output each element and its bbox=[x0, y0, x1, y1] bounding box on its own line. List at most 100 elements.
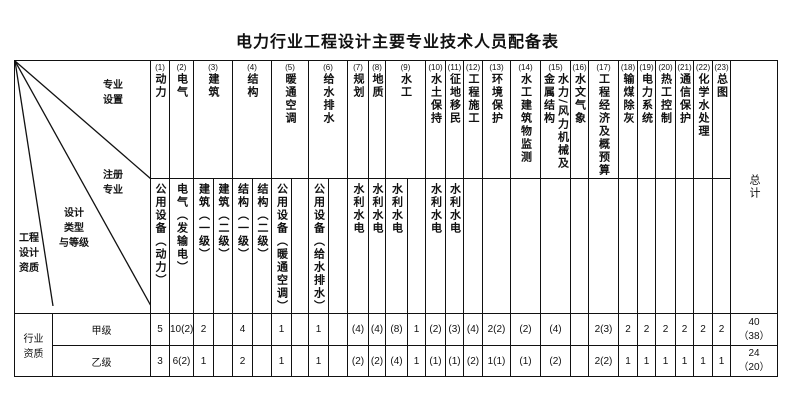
value-cell bbox=[252, 345, 272, 377]
value-cell bbox=[291, 313, 309, 346]
registered-major-cell: 建筑（一级） bbox=[193, 178, 214, 314]
specialty-header: (14) 水工建筑物监测 bbox=[510, 60, 541, 179]
specialty-header: (9) 水工 bbox=[385, 60, 426, 179]
registered-major-wrap bbox=[484, 180, 510, 184]
specialty-name: 通信保护 bbox=[678, 73, 692, 125]
specialty-name: 热工控制 bbox=[659, 73, 673, 125]
registered-major-label-line: 注册 bbox=[103, 170, 123, 181]
value-cell: 2 bbox=[637, 313, 656, 346]
specialty-name-wrap: 水工 bbox=[387, 73, 425, 99]
registered-major-wrap: 结构（一级） bbox=[234, 180, 252, 261]
specialty-name-wrap: 地质 bbox=[370, 73, 385, 99]
value-cell bbox=[328, 345, 348, 377]
value-cell: 2 bbox=[675, 313, 694, 346]
specialty-label: 专业 设置 bbox=[103, 78, 123, 108]
specialty-header: (4) 结构 bbox=[232, 60, 272, 179]
specialty-number: (15) bbox=[548, 63, 563, 72]
registered-major-cell bbox=[712, 178, 731, 314]
specialty-name-wrap: 通信保护 bbox=[677, 73, 693, 125]
specialty-header: (11) 征地移民 bbox=[445, 60, 464, 179]
table-row: 行业 资质 甲级 5 10(2) 2 4 1 1 (4) (4) (8) 1 (2) (3) (4) 2(2)(… bbox=[14, 313, 778, 377]
specialty-header: (20) 热工控制 bbox=[655, 60, 676, 179]
specialty-number: (21) bbox=[677, 63, 692, 72]
diagonal-lines bbox=[15, 61, 150, 306]
value-cell: (4) bbox=[385, 345, 408, 377]
specialty-number: (17) bbox=[596, 63, 611, 72]
registered-major-cell: 结构（二级） bbox=[252, 178, 272, 314]
value-cell: 1 bbox=[407, 345, 426, 377]
value-cell: (2) bbox=[368, 345, 386, 377]
specialty-header: (22) 化学水处理 bbox=[693, 60, 713, 179]
specialty-name-extra: 金属结构 bbox=[542, 73, 556, 125]
registered-major: 建筑（二级） bbox=[217, 183, 230, 261]
specialty-name: 征地移民 bbox=[448, 73, 462, 125]
registered-major-wrap: 结构（二级） bbox=[254, 180, 271, 261]
specialty-number: (7) bbox=[353, 63, 363, 72]
registered-major-cell: 水利水电 bbox=[445, 178, 464, 314]
value-cell: 2 bbox=[232, 345, 253, 377]
specialty-name: 建筑 bbox=[207, 73, 220, 99]
specialty-number: (11) bbox=[447, 63, 462, 72]
staffing-table: 专业 设置 注册 专业 设计 类型 与等级 工程 设计 资质 (1) 动力 (2) 电气 (3) 建筑 (4) 结… bbox=[14, 60, 778, 377]
qualification-label-line: 资质 bbox=[19, 263, 39, 274]
registered-major-cell: 水利水电 bbox=[425, 178, 446, 314]
registered-major: 水利水电 bbox=[371, 183, 384, 235]
total-sub-value: （38） bbox=[738, 330, 770, 342]
specialty-name: 结构 bbox=[246, 73, 259, 99]
registered-major-label-line: 专业 bbox=[103, 185, 123, 196]
registered-major-cell bbox=[618, 178, 638, 314]
row-group-line: 行业 bbox=[23, 334, 44, 345]
registered-major-cell bbox=[328, 178, 348, 314]
registered-major: 公用设备（动力） bbox=[154, 183, 167, 287]
total-header: 总计 bbox=[730, 60, 778, 314]
registered-major-cell: 水利水电 bbox=[347, 178, 369, 314]
specialty-name-wrap: 金属结构 水力/风力机械及 bbox=[542, 73, 570, 170]
registered-major-cell: 电气（发输电） bbox=[169, 178, 194, 314]
specialty-number: (8) bbox=[372, 63, 382, 72]
registered-major-cell: 公用设备（暖通空调） bbox=[271, 178, 292, 314]
design-type-label-line: 与等级 bbox=[59, 238, 89, 249]
specialty-number: (16) bbox=[572, 63, 587, 72]
registered-major-cell bbox=[291, 178, 309, 314]
specialty-name-wrap: 环境保护 bbox=[484, 73, 510, 125]
specialty-name-wrap: 动力 bbox=[152, 73, 169, 99]
registered-major-cell bbox=[655, 178, 676, 314]
registered-major-wrap bbox=[542, 180, 570, 184]
total-label: 总计 bbox=[748, 174, 761, 200]
specialty-header: (5) 暖通空调 bbox=[271, 60, 309, 179]
registered-major-cell bbox=[510, 178, 541, 314]
specialty-name-wrap: 电气 bbox=[171, 73, 193, 99]
registered-major-wrap: 建筑（一级） bbox=[195, 180, 213, 261]
specialty-number: (1) bbox=[155, 63, 165, 72]
qualification-label-line: 设计 bbox=[19, 248, 39, 259]
registered-major-wrap bbox=[657, 180, 675, 184]
value-cell: 3 bbox=[150, 345, 170, 377]
registered-major-wrap: 水利水电 bbox=[387, 180, 407, 235]
value-cell: 1 bbox=[407, 313, 426, 346]
registered-major-wrap: 水利水电 bbox=[349, 180, 368, 235]
registered-major: 水利水电 bbox=[429, 183, 443, 235]
value-cell bbox=[570, 313, 589, 346]
specialty-header: (18) 输煤除灰 bbox=[618, 60, 638, 179]
value-cell: 10(2) bbox=[169, 313, 194, 346]
value-cell: 1 bbox=[693, 345, 713, 377]
value-cell: (2) bbox=[510, 313, 541, 346]
specialty-number: (20) bbox=[658, 63, 673, 72]
registered-major: 结构（二级） bbox=[256, 183, 269, 261]
specialty-number: (14) bbox=[518, 63, 533, 72]
registered-major-wrap bbox=[639, 180, 655, 184]
value-cell: (2) bbox=[347, 345, 369, 377]
registered-major-cell bbox=[637, 178, 656, 314]
value-cell: 1 bbox=[308, 345, 329, 377]
specialty-name-wrap: 给水排水 bbox=[310, 73, 347, 125]
specialty-name: 工程经济及概预算 bbox=[597, 73, 611, 177]
registered-major-cell: 建筑（二级） bbox=[213, 178, 233, 314]
value-cell: 2 bbox=[693, 313, 713, 346]
specialty-number: (2) bbox=[176, 63, 187, 72]
total-value: 24 bbox=[748, 348, 760, 359]
specialty-name-wrap: 水文气象 bbox=[572, 73, 588, 125]
specialty-header: (13) 环境保护 bbox=[482, 60, 511, 179]
specialty-name: 水工 bbox=[399, 73, 413, 99]
registered-major: 结构（一级） bbox=[236, 183, 250, 261]
specialty-name: 输煤除灰 bbox=[622, 73, 635, 125]
